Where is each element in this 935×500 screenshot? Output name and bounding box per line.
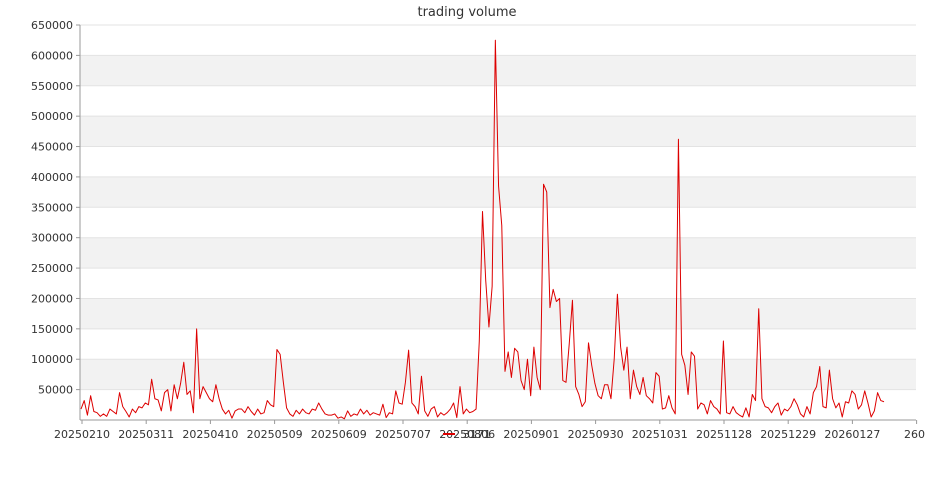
x-tick-label: 20251128 — [696, 428, 752, 441]
y-tick-label: 350000 — [31, 201, 73, 214]
x-tick-label: 20250609 — [311, 428, 367, 441]
y-tick-label: 100000 — [31, 353, 73, 366]
x-tick-label: 20250311 — [118, 428, 174, 441]
grid-band — [80, 55, 916, 86]
series-group — [80, 39, 885, 420]
grid-band — [80, 298, 916, 329]
y-tick-label: 450000 — [31, 141, 73, 154]
y-tick-label: 650000 — [31, 19, 73, 32]
x-tick-label: 20251031 — [632, 428, 688, 441]
y-tick-label: 500000 — [31, 110, 73, 123]
x-tick-label: 260 — [904, 428, 925, 441]
legend: 3171 — [443, 428, 491, 441]
x-tick-label: 20250901 — [503, 428, 559, 441]
x-tick-label: 20250410 — [182, 428, 238, 441]
y-tick-label: 200000 — [31, 292, 73, 305]
y-tick-label: 550000 — [31, 80, 73, 93]
grid-band — [80, 237, 916, 269]
y-tick-label: 300000 — [31, 232, 73, 245]
x-tick-label: 20251229 — [760, 428, 816, 441]
grid-band — [80, 359, 916, 390]
y-tick-labels: 50000 100000 150000 200000 250000 300000 35000… — [31, 19, 80, 397]
chart-title: trading volume — [417, 5, 516, 20]
y-tick-label: 150000 — [31, 323, 73, 336]
x-tick-label: 20250930 — [568, 428, 624, 441]
x-tick-labels: 20250210 20250311 20250410 20250509 20250609… — [54, 420, 925, 441]
y-tick-label: 400000 — [31, 171, 73, 184]
x-tick-label: 20250210 — [54, 428, 110, 441]
y-tick-label: 50000 — [38, 384, 73, 397]
x-tick-label: 20250707 — [375, 428, 431, 441]
grid-bands — [80, 55, 916, 390]
y-tick-label: 250000 — [31, 262, 73, 275]
legend-label-3171: 3171 — [463, 428, 491, 441]
x-tick-label: 20250509 — [247, 428, 303, 441]
x-tick-label: 20250806 — [439, 428, 495, 441]
x-tick-label: 20260127 — [824, 428, 880, 441]
y-tick-label: 600000 — [31, 49, 73, 62]
